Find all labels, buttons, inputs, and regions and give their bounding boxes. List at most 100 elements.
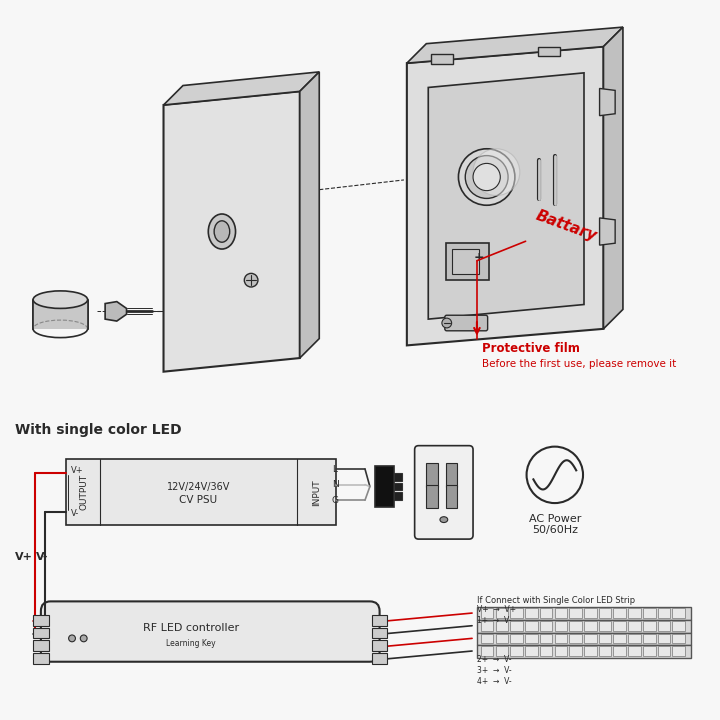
- Bar: [657, 621, 670, 631]
- Bar: [525, 646, 538, 656]
- Bar: [33, 615, 49, 626]
- Bar: [570, 634, 582, 643]
- Bar: [426, 485, 438, 508]
- Text: G: G: [332, 495, 339, 505]
- Bar: [477, 620, 691, 633]
- Text: Before the first use, please remove it: Before the first use, please remove it: [482, 359, 676, 369]
- Bar: [584, 634, 597, 643]
- Text: V+: V+: [14, 552, 32, 562]
- Polygon shape: [33, 300, 88, 329]
- Text: RF LED controller: RF LED controller: [143, 623, 239, 633]
- Bar: [372, 628, 387, 639]
- Text: 4+  →  V-: 4+ → V-: [477, 677, 511, 685]
- Bar: [629, 634, 641, 643]
- Bar: [510, 621, 523, 631]
- Text: OUTPUT: OUTPUT: [79, 474, 89, 510]
- Bar: [540, 634, 552, 643]
- Text: V+  →  V+: V+ → V+: [477, 605, 516, 613]
- Bar: [477, 607, 691, 620]
- Text: 1+  →  V-: 1+ → V-: [477, 616, 511, 626]
- Bar: [613, 621, 626, 631]
- Text: CV PSU: CV PSU: [179, 495, 217, 505]
- Bar: [33, 628, 49, 639]
- Text: N: N: [332, 480, 338, 489]
- Bar: [599, 634, 611, 643]
- Bar: [481, 634, 493, 643]
- Bar: [446, 485, 457, 508]
- Bar: [510, 634, 523, 643]
- Polygon shape: [431, 55, 453, 64]
- Bar: [657, 634, 670, 643]
- Bar: [481, 621, 493, 631]
- Bar: [33, 640, 49, 651]
- Ellipse shape: [33, 291, 88, 308]
- Bar: [477, 633, 691, 645]
- Ellipse shape: [465, 156, 508, 199]
- Bar: [481, 608, 493, 618]
- Bar: [525, 608, 538, 618]
- Bar: [643, 634, 656, 643]
- Bar: [395, 492, 402, 500]
- Bar: [446, 243, 489, 280]
- Bar: [570, 646, 582, 656]
- Text: V+: V+: [71, 467, 84, 475]
- Text: Protective film: Protective film: [482, 342, 580, 355]
- Ellipse shape: [214, 221, 230, 242]
- Ellipse shape: [208, 214, 235, 249]
- Text: 12V/24V/36V: 12V/24V/36V: [167, 482, 230, 492]
- Ellipse shape: [68, 635, 76, 642]
- Bar: [510, 608, 523, 618]
- Polygon shape: [407, 27, 623, 63]
- Bar: [66, 459, 336, 526]
- Bar: [599, 646, 611, 656]
- Bar: [554, 608, 567, 618]
- Bar: [395, 482, 402, 490]
- FancyBboxPatch shape: [415, 446, 473, 539]
- Bar: [570, 608, 582, 618]
- Text: With single color LED: With single color LED: [14, 423, 181, 437]
- Bar: [643, 621, 656, 631]
- Bar: [613, 634, 626, 643]
- Bar: [395, 473, 402, 481]
- Bar: [495, 608, 508, 618]
- Bar: [525, 634, 538, 643]
- Text: AC Power: AC Power: [528, 514, 581, 523]
- Bar: [451, 249, 479, 274]
- Bar: [629, 621, 641, 631]
- Text: Learning Key: Learning Key: [166, 639, 215, 648]
- Text: 50/60Hz: 50/60Hz: [532, 526, 577, 536]
- Bar: [657, 608, 670, 618]
- Bar: [495, 621, 508, 631]
- Bar: [477, 645, 691, 658]
- Text: If Connect with Single Color LED Strip: If Connect with Single Color LED Strip: [477, 596, 635, 605]
- Text: INPUT: INPUT: [312, 479, 321, 505]
- Bar: [554, 646, 567, 656]
- Bar: [540, 646, 552, 656]
- Polygon shape: [300, 72, 319, 358]
- Text: L: L: [332, 464, 337, 474]
- Bar: [495, 634, 508, 643]
- Text: +: +: [474, 251, 484, 264]
- Bar: [481, 646, 493, 656]
- Bar: [584, 621, 597, 631]
- Bar: [372, 653, 387, 664]
- Bar: [372, 615, 387, 626]
- Polygon shape: [163, 91, 300, 372]
- Bar: [643, 646, 656, 656]
- Ellipse shape: [473, 149, 520, 196]
- Polygon shape: [407, 47, 603, 346]
- Bar: [374, 466, 394, 507]
- Bar: [613, 608, 626, 618]
- Bar: [525, 621, 538, 631]
- FancyBboxPatch shape: [41, 601, 379, 662]
- Bar: [554, 634, 567, 643]
- Bar: [570, 621, 582, 631]
- Bar: [446, 463, 457, 487]
- Bar: [613, 646, 626, 656]
- Bar: [584, 608, 597, 618]
- Ellipse shape: [244, 274, 258, 287]
- Bar: [672, 634, 685, 643]
- Polygon shape: [105, 302, 127, 321]
- FancyBboxPatch shape: [445, 315, 487, 330]
- Bar: [426, 463, 438, 487]
